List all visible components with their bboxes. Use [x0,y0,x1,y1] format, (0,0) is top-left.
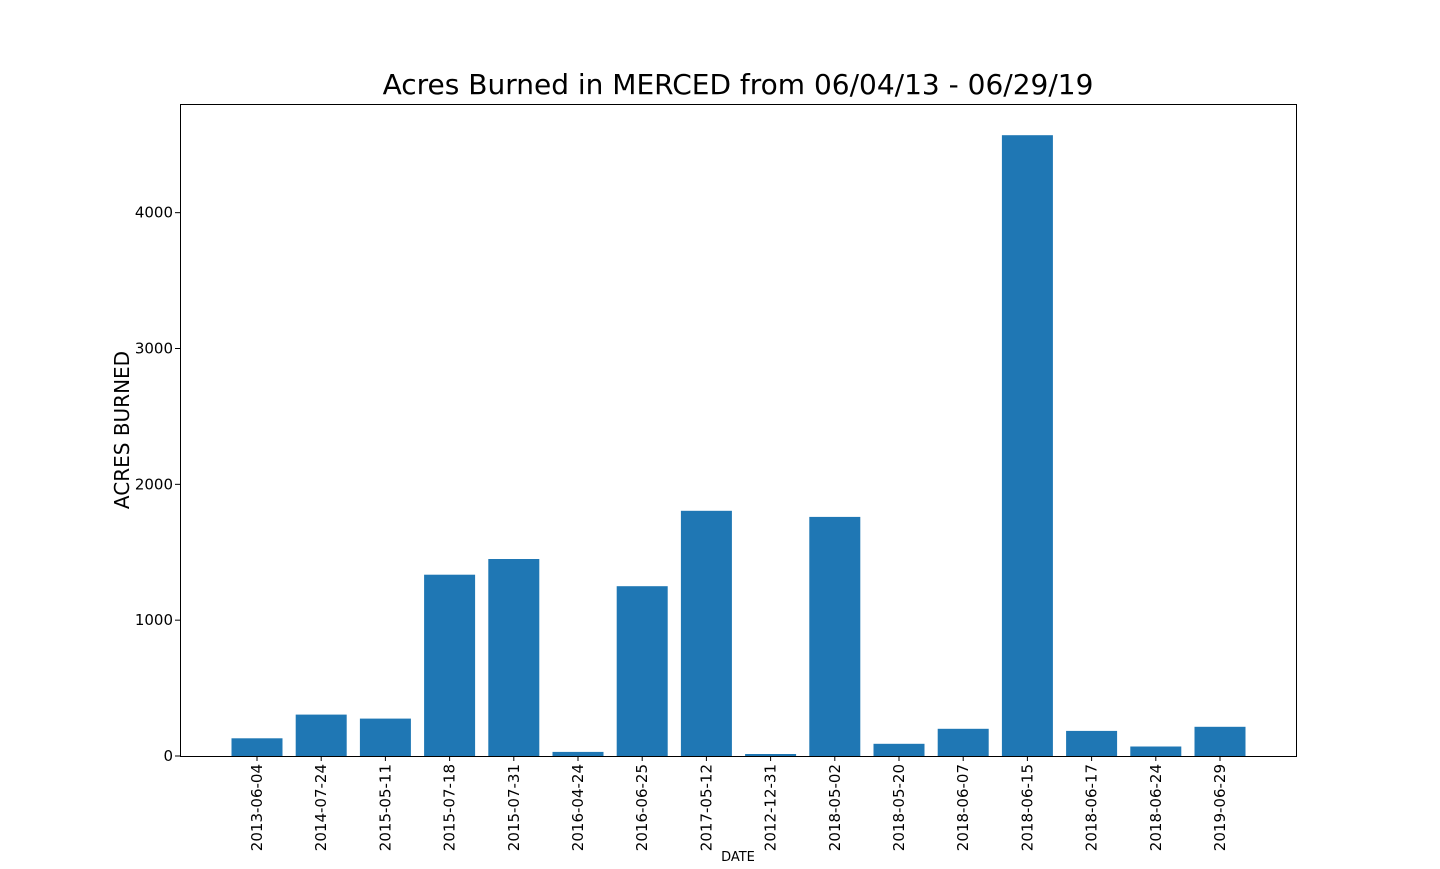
x-tick-label: 2015-07-31 [505,764,523,851]
bar-2017-05-12 [680,510,732,756]
y-tick-label: 1000 [135,611,173,629]
bar-2018-05-20 [873,743,925,756]
bar-2018-06-15 [1001,135,1053,756]
x-tick-label: 2018-06-15 [1018,764,1036,851]
y-axis-label: ACRES BURNED [110,351,134,509]
y-tick-label: 0 [163,747,173,765]
x-tick-label: 2013-06-04 [248,764,266,851]
x-tick-label: 2019-06-29 [1211,764,1229,851]
bar-2015-07-18 [424,574,476,756]
plot-frame [180,104,1297,757]
x-tick-label: 2015-05-11 [376,764,394,851]
y-tick-label: 2000 [135,475,173,493]
bar-2015-05-11 [359,718,411,756]
y-tick-label: 3000 [135,340,173,358]
x-tick-label: 2016-06-25 [633,764,651,851]
bar-2019-06-29 [1194,726,1246,756]
x-axis-label: DATE [721,850,755,864]
bar-2018-06-07 [937,728,989,756]
x-axis: 2013-06-04 2014-07-24 2015-05-11 2015-07-18… [248,756,1229,851]
x-tick-label: 2018-05-20 [890,764,908,851]
plot-area [231,135,1246,756]
bar-2018-06-17 [1066,730,1118,756]
x-tick-label: 2016-04-24 [569,764,587,851]
x-tick-label: 2018-06-17 [1083,764,1101,851]
chart-title: Acres Burned in MERCED from 06/04/13 - 0… [383,68,1094,101]
bar-2014-07-24 [295,714,347,756]
bar-2015-07-31 [488,559,540,756]
bar-2016-04-24 [552,751,604,756]
x-tick-label: 2012-12-31 [762,764,780,851]
y-axis: 0 1000 2000 3000 4000 [135,204,180,765]
y-tick-label: 4000 [135,204,173,222]
x-tick-label: 2017-05-12 [697,764,715,851]
bar-2012-12-31 [745,754,797,756]
x-tick-label: 2018-05-02 [826,764,844,851]
bar-2018-06-24 [1130,746,1182,756]
x-tick-label: 2015-07-18 [441,764,459,851]
x-tick-label: 2018-06-24 [1147,764,1165,851]
bar-2013-06-04 [231,738,283,756]
x-tick-label: 2018-06-07 [954,764,972,851]
bar-2018-05-02 [809,516,861,756]
x-tick-label: 2014-07-24 [312,764,330,851]
bar-2016-06-25 [616,586,668,756]
